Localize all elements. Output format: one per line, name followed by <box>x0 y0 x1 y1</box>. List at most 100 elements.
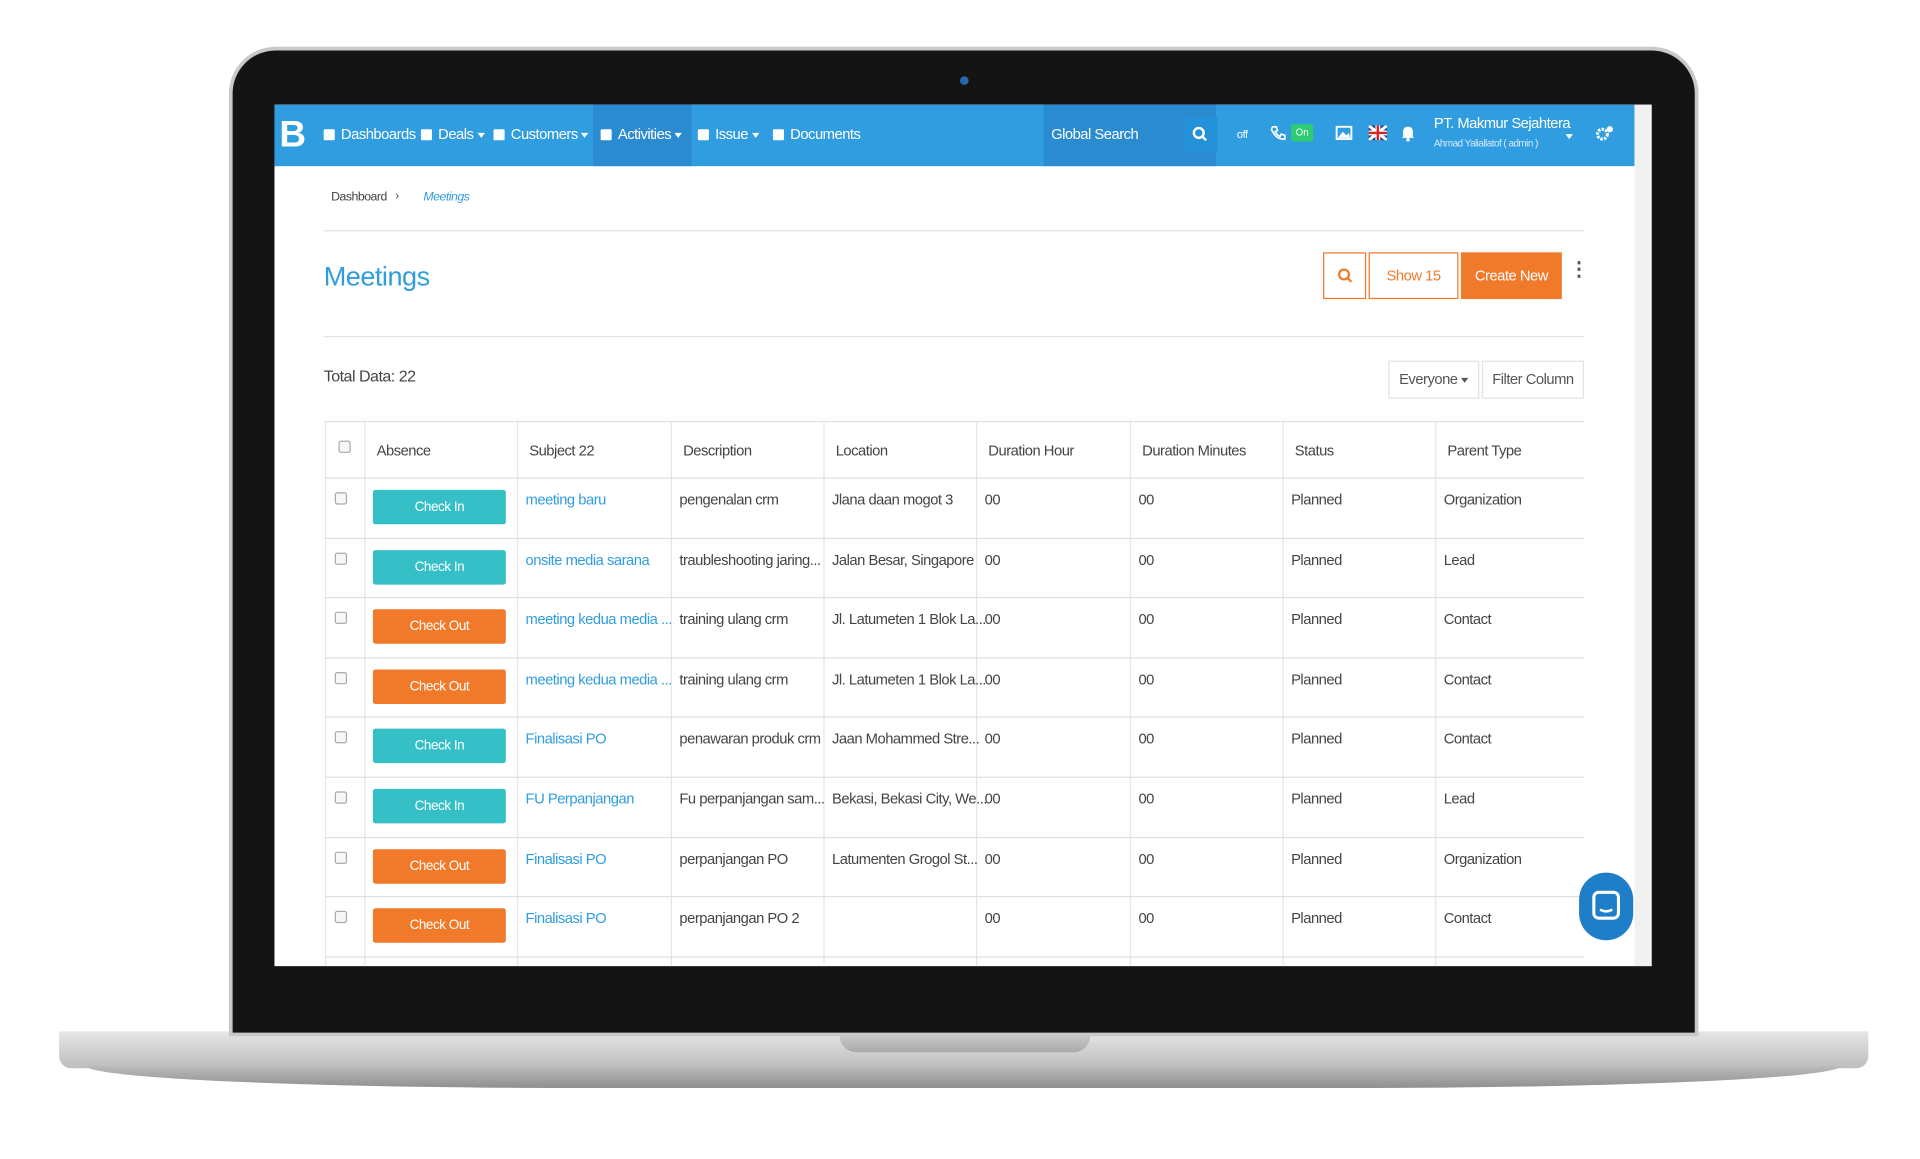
column-header: Status <box>1294 441 1334 460</box>
cell-text: Fu perpanjangan sam... <box>679 790 825 808</box>
absence-button[interactable]: Check In <box>372 489 506 525</box>
row-checkbox[interactable] <box>334 791 348 804</box>
more-menu[interactable]: ⋮ <box>1569 259 1589 281</box>
search-button[interactable] <box>1182 116 1218 152</box>
row-checkbox[interactable] <box>334 910 348 924</box>
bell-icon[interactable] <box>1401 124 1416 142</box>
column-header: Description <box>683 441 752 460</box>
row-checkbox[interactable] <box>334 492 348 505</box>
laptop-base-bottom <box>86 1065 1842 1088</box>
column-line <box>1435 420 1437 967</box>
column-line <box>670 420 672 967</box>
subject-link[interactable]: FU Perpanjangan <box>525 790 635 808</box>
absence-button[interactable]: Check In <box>372 549 506 585</box>
nav-item[interactable]: Activities <box>600 125 683 143</box>
nav-item[interactable]: Dashboards <box>323 125 416 143</box>
cell-text: Organization <box>1443 849 1522 868</box>
table-border <box>324 420 1584 423</box>
image-icon[interactable] <box>1335 125 1353 141</box>
nav-item[interactable]: Documents <box>772 125 861 143</box>
owner-label[interactable]: Everyone <box>1399 370 1458 388</box>
cell-text: Contact <box>1443 730 1492 748</box>
cell-text: Contact <box>1443 909 1492 927</box>
subject-link[interactable]: meeting kedua media ... <box>525 670 673 688</box>
breadcrumb-item[interactable]: Dashboard <box>331 190 387 205</box>
toggle-on[interactable]: On <box>1291 124 1314 142</box>
nav-item[interactable]: Issue <box>697 125 759 143</box>
cell-text: Planned <box>1291 730 1342 748</box>
row-checkbox[interactable] <box>334 671 348 685</box>
cell-text: 00 <box>984 550 1001 569</box>
absence-button[interactable]: Check In <box>372 788 506 824</box>
subject-link[interactable]: Finalisasi PO <box>525 909 607 927</box>
search-button[interactable] <box>1323 252 1367 300</box>
nav-label[interactable]: Dashboards <box>340 125 416 143</box>
cell-text: Latumenten Grogol St... <box>831 849 978 868</box>
nav-item[interactable]: Customers <box>493 125 589 143</box>
cell-text: Planned <box>1291 790 1342 808</box>
absence-button[interactable]: Check Out <box>372 609 506 644</box>
nav-label[interactable]: Issue <box>715 125 748 143</box>
column-header: Parent Type <box>1447 441 1522 460</box>
subject-link[interactable]: onsite media sarana <box>525 550 650 569</box>
nav-label[interactable]: Activities <box>617 125 672 143</box>
user-caret[interactable] <box>1562 127 1573 144</box>
nav-label[interactable]: Deals <box>438 125 474 143</box>
row-checkbox[interactable] <box>334 731 348 744</box>
filter-column[interactable]: Filter Column <box>1481 360 1584 399</box>
cell-text: Jl. Latumeten 1 Blok La... <box>831 610 986 628</box>
cell-text: 00 <box>984 491 1001 509</box>
cell-text: 00 <box>1138 849 1154 868</box>
search-icon <box>1192 126 1208 142</box>
cell-text: Organization <box>1443 491 1522 509</box>
show-button[interactable]: Show 15 <box>1368 252 1459 300</box>
chat-button[interactable] <box>1579 872 1634 941</box>
row-line <box>324 716 1584 719</box>
row-checkbox[interactable] <box>334 552 348 565</box>
logo[interactable]: B <box>279 114 306 156</box>
user-name[interactable]: Ahmad Yaliallatof ( admin ) <box>1433 137 1539 149</box>
cell-text: Planned <box>1291 550 1342 569</box>
cell-text: Jl. Latumeten 1 Blok La... <box>831 670 986 688</box>
total-data: Total Data: 22 <box>323 366 416 386</box>
subject-link[interactable]: Finalisasi PO <box>525 730 607 748</box>
nav-label[interactable]: Customers <box>510 125 578 143</box>
owner-filter[interactable]: Everyone <box>1388 360 1480 399</box>
create-button[interactable]: Create New <box>1460 252 1562 300</box>
column-line <box>975 420 978 967</box>
absence-button[interactable]: Check Out <box>372 848 506 884</box>
phone-icon[interactable] <box>1269 124 1286 141</box>
cell-text: Planned <box>1291 610 1342 628</box>
absence-button[interactable]: Check In <box>372 729 506 764</box>
subject-link[interactable]: Finalisasi PO <box>525 849 607 868</box>
row-line <box>324 836 1584 838</box>
search-placeholder: Global Search <box>1051 125 1139 143</box>
search-icon <box>1337 268 1352 283</box>
row-line <box>324 896 1584 898</box>
row-checkbox[interactable] <box>334 851 348 864</box>
nav-label[interactable]: Documents <box>790 125 861 143</box>
toggle-off[interactable]: off <box>1236 127 1248 141</box>
company-name[interactable]: PT. Makmur Sejahtera <box>1433 114 1571 132</box>
subject-link[interactable]: meeting baru <box>525 491 607 509</box>
cell-text: training ulang crm <box>679 610 788 628</box>
absence-button[interactable]: Check Out <box>372 908 506 943</box>
cell-text: traubleshooting jaring... <box>679 550 821 569</box>
cell-text: penawaran produk crm <box>679 730 821 748</box>
row-line <box>324 537 1584 539</box>
flag-icon[interactable] <box>1368 125 1388 141</box>
subject-link[interactable]: meeting kedua media ... <box>525 610 673 628</box>
divider <box>323 230 1584 232</box>
cell-text: Lead <box>1443 550 1475 569</box>
cell-text: 00 <box>1138 550 1154 569</box>
cell-text: Planned <box>1291 670 1342 688</box>
select-all[interactable] <box>338 440 351 453</box>
nav-item[interactable]: Deals <box>420 125 485 143</box>
column-line <box>364 420 366 967</box>
settings-icon[interactable] <box>1595 124 1615 141</box>
row-checkbox[interactable] <box>334 611 348 625</box>
cell-text: Planned <box>1291 849 1342 868</box>
absence-button[interactable]: Check Out <box>372 669 506 704</box>
column-line <box>516 420 519 967</box>
